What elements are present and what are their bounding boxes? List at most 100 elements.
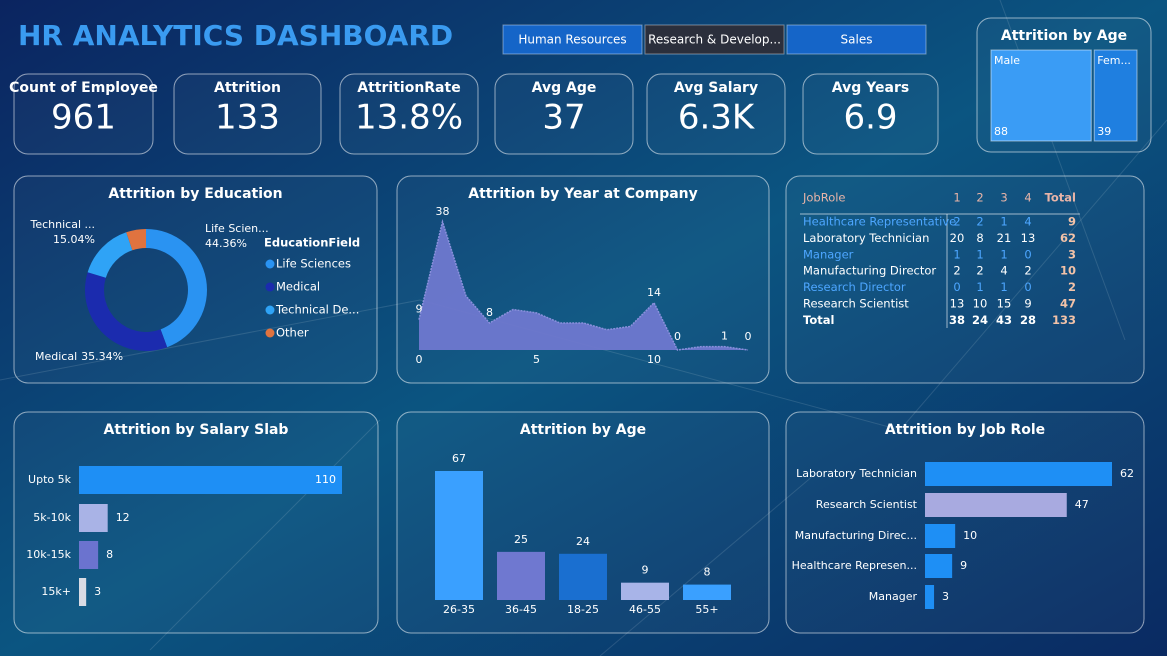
table-cell: 2 <box>976 264 983 278</box>
table-cell: 133 <box>1052 313 1076 327</box>
table-cell: 2 <box>1024 264 1031 278</box>
x-tick-label: 0 <box>416 353 423 366</box>
data-label-name: Medical <box>35 350 77 363</box>
kpi-label: Avg Age <box>532 80 597 96</box>
panel <box>13 411 379 634</box>
data-label: Life Scien... 44.36% <box>205 222 269 250</box>
kpi-label: Avg Salary <box>674 80 758 96</box>
table-cell: 62 <box>1060 231 1076 245</box>
table-cell: 2 <box>1068 280 1076 294</box>
table-cell: 1 <box>1000 247 1007 261</box>
table-header: JobRole <box>802 191 846 205</box>
kpi-value: 6.3K <box>678 98 756 138</box>
bar <box>497 551 545 600</box>
data-label: 12 <box>116 511 130 524</box>
dashboard-title: HR ANALYTICS DASHBOARD <box>18 19 453 52</box>
bar <box>79 578 87 606</box>
table-cell: Manufacturing Director <box>803 264 936 278</box>
data-label: 24 <box>576 535 590 548</box>
panel <box>494 73 634 155</box>
category-label: Healthcare Represen... <box>792 559 917 572</box>
panel <box>976 17 1152 153</box>
table-cell: Manager <box>803 247 854 261</box>
bar <box>435 471 483 600</box>
data-label-name: Life Scien... <box>205 222 269 235</box>
data-label: 8 <box>106 548 113 561</box>
legend-marker <box>265 259 275 269</box>
kpi-label: AttritionRate <box>357 80 460 96</box>
button-label: Human Resources <box>518 33 626 47</box>
table-header: 3 <box>1000 191 1007 205</box>
bar <box>79 541 99 569</box>
bar <box>925 585 935 609</box>
table-cell: 0 <box>1024 247 1031 261</box>
data-label: 8 <box>704 566 711 579</box>
table-cell: 10 <box>973 297 988 311</box>
table-cell: 1 <box>953 247 960 261</box>
table-cell: Laboratory Technician <box>803 231 929 245</box>
chart-title: Attrition by Salary Slab <box>104 422 289 438</box>
table-cell: 9 <box>1024 297 1031 311</box>
category-label: 15k+ <box>41 585 71 598</box>
data-label: 25 <box>514 533 528 546</box>
bar <box>79 504 108 532</box>
legend-title: EducationField <box>264 236 360 250</box>
panel <box>173 73 322 155</box>
treemap-label: Fem... <box>1097 54 1131 67</box>
data-label: 9 <box>960 559 967 572</box>
area-line <box>418 218 749 351</box>
table-cell: 1 <box>1000 280 1007 294</box>
x-tick-label: 26-35 <box>443 603 475 616</box>
treemap-cell <box>1093 49 1138 142</box>
data-label: 0 <box>674 330 681 343</box>
table-cell: Research Director <box>803 280 906 294</box>
data-label: Technical ... 15.04% <box>30 218 96 246</box>
table-cell: 21 <box>997 231 1012 245</box>
chart-title: Attrition by Year at Company <box>468 186 698 202</box>
table-cell: 20 <box>950 231 965 245</box>
category-label: Manager <box>869 590 918 603</box>
table-cell: 10 <box>1060 264 1076 278</box>
x-tick-label: 10 <box>647 353 661 366</box>
button-label: Research & Develop... <box>648 33 781 47</box>
table-cell: 24 <box>972 313 988 327</box>
table-cell: 38 <box>949 313 965 327</box>
data-label: 0 <box>745 330 752 343</box>
donut-slice <box>126 229 146 251</box>
kpi-value: 961 <box>51 98 116 138</box>
table-cell: 0 <box>1024 280 1031 294</box>
table-cell: 1 <box>976 247 983 261</box>
data-label-name: Technical ... <box>30 218 96 231</box>
data-label: 62 <box>1120 467 1134 480</box>
category-label: Laboratory Technician <box>796 467 917 480</box>
treemap-cell <box>990 49 1092 142</box>
data-label-value: 44.36% <box>205 237 247 250</box>
kpi-value: 133 <box>215 98 280 138</box>
filter-button[interactable]: Sales <box>786 24 927 55</box>
treemap-value: 39 <box>1097 125 1111 138</box>
category-label: Upto 5k <box>28 473 72 486</box>
kpi-label: Attrition <box>214 80 281 96</box>
data-label: 1 <box>721 330 728 343</box>
table-cell: 4 <box>1024 215 1031 229</box>
table-cell: 3 <box>1068 247 1076 261</box>
donut-slice <box>87 232 133 278</box>
button-background <box>786 24 927 55</box>
data-label: 10 <box>963 529 977 542</box>
category-label: 5k-10k <box>33 511 71 524</box>
legend-marker <box>265 305 275 315</box>
bar <box>925 554 953 578</box>
x-tick-label: 55+ <box>695 603 718 616</box>
table-cell: 47 <box>1060 297 1076 311</box>
table-header: 2 <box>976 191 983 205</box>
category-label: 10k-15k <box>26 548 71 561</box>
table-cell: 43 <box>996 313 1012 327</box>
filter-button[interactable]: Research & Develop... <box>644 24 785 55</box>
x-tick-label: 36-45 <box>505 603 537 616</box>
table-header: 1 <box>953 191 960 205</box>
x-tick-label: 5 <box>533 353 540 366</box>
data-label: 9 <box>642 564 649 577</box>
filter-button[interactable]: Human Resources <box>502 24 643 55</box>
legend-label: Life Sciences <box>276 257 351 271</box>
